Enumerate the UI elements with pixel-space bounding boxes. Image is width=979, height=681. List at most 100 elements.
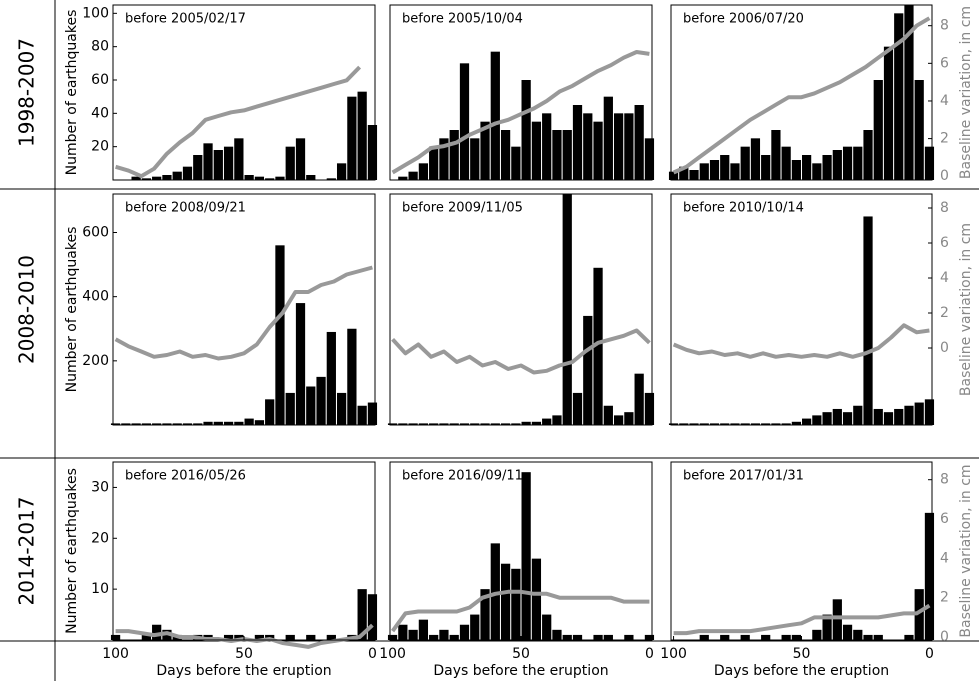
bar (624, 634, 634, 640)
x-tick-label: 100 (102, 646, 129, 662)
x-tick-label: 0 (645, 646, 654, 662)
bar (624, 113, 634, 180)
bar (740, 423, 750, 425)
bar (832, 599, 842, 640)
bar (172, 423, 182, 425)
y2-tick-label: 4 (940, 270, 949, 286)
bar (500, 130, 511, 180)
bar (521, 80, 531, 180)
bar (131, 423, 141, 425)
bar (552, 415, 562, 425)
bar (572, 634, 583, 640)
bar (679, 166, 689, 180)
bar (275, 176, 285, 180)
bar (254, 634, 265, 640)
bar (408, 171, 418, 180)
bar (213, 421, 223, 425)
bar (254, 420, 265, 425)
bar (480, 589, 490, 640)
bar (470, 423, 480, 425)
bar (141, 634, 152, 640)
bar (418, 619, 429, 640)
bar (924, 512, 935, 640)
y-tick-label: 400 (82, 289, 109, 305)
x-tick-label: 0 (925, 646, 934, 662)
bar (750, 138, 761, 180)
bar (439, 423, 449, 425)
bar (490, 51, 500, 180)
bar (562, 130, 572, 180)
panel-title: before 2008/09/21 (125, 201, 246, 216)
bar (689, 170, 699, 180)
bar (552, 629, 562, 640)
bar (668, 171, 679, 180)
y-axis-label: Number of earthquakes (64, 227, 80, 393)
y-tick-label: 60 (91, 72, 109, 88)
bar (542, 614, 552, 640)
panel-title: before 2006/07/20 (683, 12, 804, 27)
bar (306, 386, 316, 425)
bar (521, 472, 531, 640)
bar (842, 624, 853, 640)
baseline-line (114, 265, 373, 361)
bar (480, 121, 490, 180)
bar (791, 421, 801, 425)
bar (347, 96, 357, 180)
plot-frame (389, 193, 653, 426)
bar (812, 629, 822, 640)
bar (162, 175, 172, 180)
y-tick-label: 20 (91, 530, 109, 546)
plot-frame (670, 193, 933, 426)
bar (367, 125, 378, 180)
bar (531, 558, 542, 640)
bar (603, 634, 613, 640)
x-tick-label: 50 (235, 646, 253, 662)
bar (562, 634, 572, 640)
bar (449, 423, 459, 425)
bar (750, 423, 761, 425)
bar (679, 423, 689, 425)
bar (894, 13, 904, 181)
bar (336, 392, 347, 425)
y-tick-label: 100 (82, 5, 109, 21)
bar (172, 171, 182, 180)
baseline-line (390, 589, 650, 633)
bar (644, 138, 655, 180)
bar (265, 178, 275, 180)
bar (914, 80, 924, 180)
bar (904, 5, 914, 180)
bar (812, 415, 822, 425)
bar (511, 568, 521, 640)
bar (398, 624, 408, 640)
bar (822, 412, 832, 425)
bar (709, 423, 720, 425)
y-tick-label: 20 (91, 139, 109, 155)
y2-tick-label: 6 (940, 235, 949, 251)
x-axis-label: Days before the eruption (714, 663, 889, 679)
bar (285, 146, 295, 180)
bar (234, 421, 244, 425)
bar (223, 421, 234, 425)
y2-tick-label: 0 (940, 168, 949, 184)
bar (593, 634, 603, 640)
bar (387, 423, 398, 425)
bar (500, 563, 511, 640)
bar (265, 399, 275, 425)
bar (873, 80, 883, 180)
bar (459, 423, 470, 425)
plot-frame (389, 4, 653, 181)
row-label: 2008-2010 (15, 255, 39, 364)
y2-tick-label: 8 (940, 472, 949, 488)
bar (812, 163, 822, 180)
y-tick-label: 40 (91, 105, 109, 121)
bar (832, 150, 842, 180)
bar (223, 146, 234, 180)
bar (781, 146, 791, 180)
bar (470, 138, 480, 180)
bar (285, 392, 295, 425)
bar (802, 155, 812, 180)
bar (699, 163, 709, 180)
bar (904, 634, 914, 640)
bar (223, 634, 234, 640)
bar (873, 408, 883, 425)
